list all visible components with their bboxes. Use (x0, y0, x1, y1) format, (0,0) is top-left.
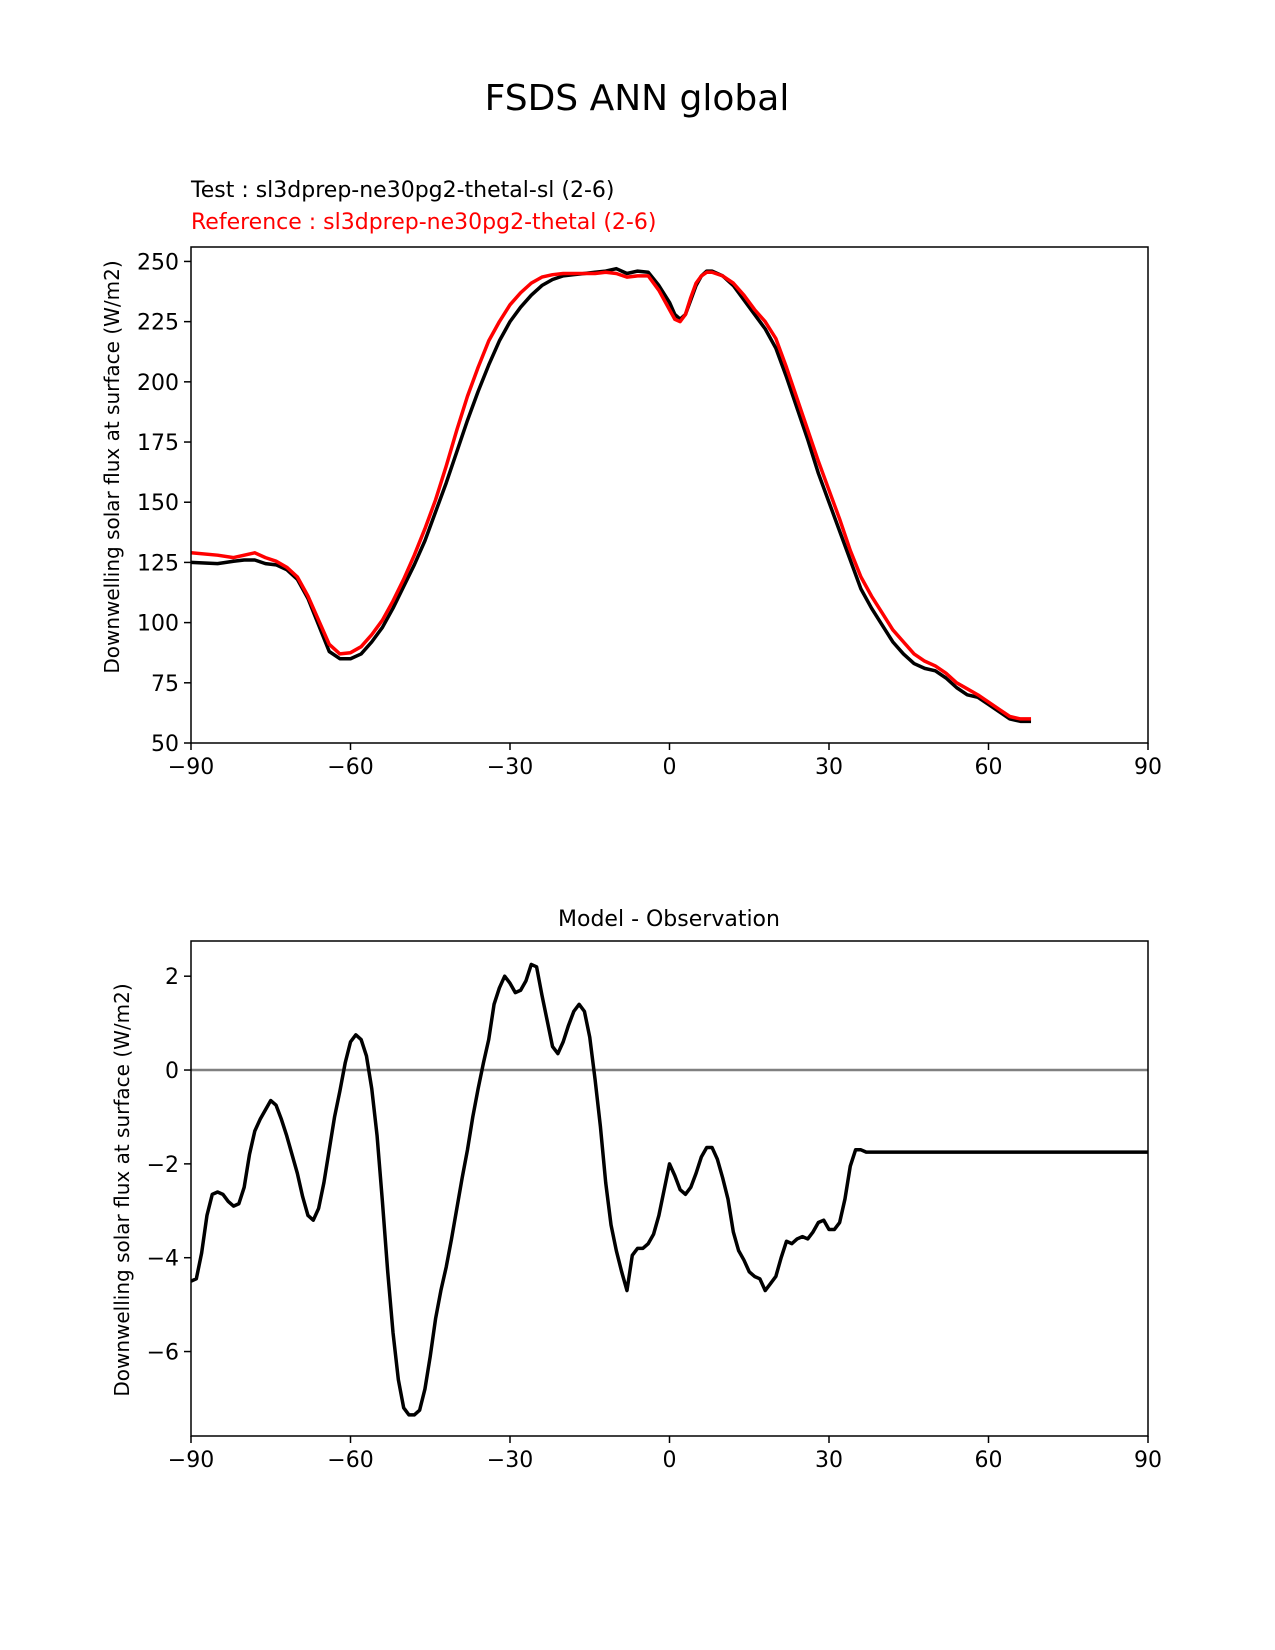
top-x-tick-label: −60 (327, 755, 373, 780)
top-y-tick-label: 50 (151, 732, 179, 757)
bottom-y-axis-title-group: Downwelling solar flux at surface (W/m2) (110, 983, 134, 1396)
bottom-y-tick-label: 2 (165, 965, 179, 990)
bottom-x-tick-label: 30 (815, 1448, 843, 1473)
top-x-tick-label: −90 (168, 755, 214, 780)
bottom-x-tick-label: −60 (327, 1448, 373, 1473)
top-y-axis-title-group: Downwelling solar flux at surface (W/m2) (100, 260, 124, 673)
reference-label: Reference : sl3dprep-ne30pg2-thetal (2-6… (191, 210, 656, 235)
bottom-panel: Model - Observation Downwelling solar fl… (110, 907, 1162, 1473)
top-panel: Test : sl3dprep-ne30pg2-thetal-sl (2-6) … (100, 178, 1162, 780)
top-x-tick-label: 60 (975, 755, 1003, 780)
figure-title: FSDS ANN global (485, 78, 790, 119)
bottom-y-axis-title: Downwelling solar flux at surface (W/m2) (110, 983, 134, 1396)
bottom-x-tick-label: 90 (1134, 1448, 1162, 1473)
top-y-tick-label: 125 (137, 551, 179, 576)
top-y-tick-label: 250 (137, 250, 179, 275)
top-axes-frame (190, 246, 1149, 744)
bottom-x-tick-label: −90 (168, 1448, 214, 1473)
bottom-x-tick-label: 0 (663, 1448, 677, 1473)
top-x-tick-label: 0 (663, 755, 677, 780)
bottom-y-tick-label: −4 (147, 1247, 179, 1272)
bottom-title: Model - Observation (558, 907, 780, 932)
top-x-tick-label: 30 (815, 755, 843, 780)
bottom-axes-frame (190, 940, 1149, 1437)
bottom-y-tick-label: −6 (147, 1341, 179, 1366)
bottom-y-tick-label: −2 (147, 1153, 179, 1178)
bottom-plot-area: −90 −60 −30 0 30 60 90 −6 −4 −2 0 2 (147, 940, 1162, 1473)
bottom-y-tick-label: 0 (165, 1059, 179, 1084)
top-y-tick-label: 225 (137, 311, 179, 336)
top-y-tick-label: 200 (137, 371, 179, 396)
test-label: Test : sl3dprep-ne30pg2-thetal-sl (2-6) (190, 178, 615, 203)
top-x-tick-label: −30 (487, 755, 533, 780)
top-y-tick-label: 100 (137, 612, 179, 637)
top-plot-area: −90 −60 −30 0 30 60 90 50 75 100 125 150 175 200 225 25… (137, 246, 1162, 780)
top-y-tick-label: 175 (137, 431, 179, 456)
bottom-x-tick-label: 60 (975, 1448, 1003, 1473)
bottom-series-line-0 (191, 962, 1148, 1417)
top-y-axis-title: Downwelling solar flux at surface (W/m2) (100, 260, 124, 673)
top-series-line-0 (191, 266, 1032, 724)
top-x-tick-label: 90 (1134, 755, 1162, 780)
bottom-x-tick-label: −30 (487, 1448, 533, 1473)
top-y-tick-label: 75 (151, 672, 179, 697)
top-y-tick-label: 150 (137, 491, 179, 516)
top-series-line-1 (191, 270, 1032, 721)
